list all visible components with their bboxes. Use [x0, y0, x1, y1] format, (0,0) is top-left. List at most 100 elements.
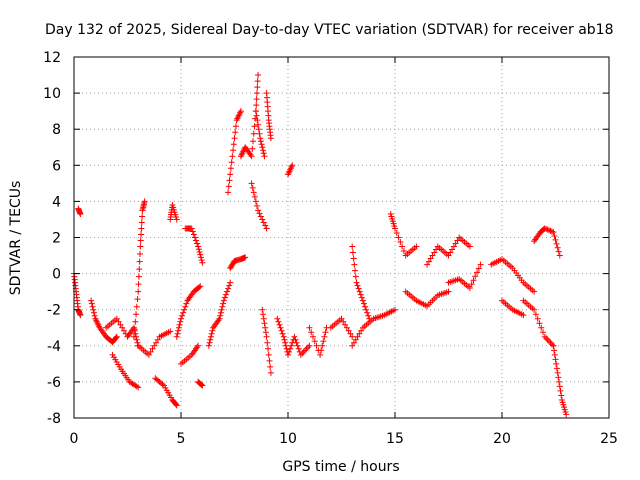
data-point [300, 348, 307, 355]
data-point [224, 288, 231, 295]
data-point [254, 78, 261, 85]
series-s11 [173, 283, 204, 340]
data-point [207, 336, 214, 343]
data-point [352, 273, 359, 280]
y-tick-label: 12 [43, 50, 61, 66]
data-point [113, 334, 120, 341]
data-point [250, 138, 257, 145]
data-point [267, 363, 274, 370]
data-point [318, 347, 325, 354]
data-point [264, 339, 271, 346]
series-s17 [237, 72, 262, 160]
series-s05 [109, 351, 142, 391]
data-point [135, 288, 142, 295]
series-s08 [167, 202, 180, 223]
data-point [278, 327, 285, 334]
data-point [249, 145, 256, 152]
data-point [433, 246, 440, 253]
series-s22 [274, 315, 313, 358]
series-s35 [520, 297, 557, 349]
data-point [424, 261, 431, 268]
data-point [557, 387, 564, 394]
data-point [538, 324, 545, 331]
data-point [182, 303, 189, 310]
data-point [219, 303, 226, 310]
data-point [447, 249, 454, 256]
data-point [259, 216, 266, 223]
x-tick-label: 0 [70, 431, 79, 447]
data-point [397, 239, 404, 246]
data-point [466, 243, 473, 250]
data-point [544, 226, 551, 233]
data-point [216, 315, 223, 322]
data-point [285, 351, 291, 358]
series-s03 [88, 297, 120, 346]
data-point [342, 321, 349, 328]
data-point [248, 180, 255, 187]
data-point [558, 392, 565, 399]
data-point [265, 345, 272, 352]
data-point [195, 342, 202, 349]
data-point [230, 147, 237, 154]
data-point [555, 374, 562, 381]
data-point [227, 171, 234, 178]
data-point [540, 329, 547, 336]
data-point [175, 327, 182, 334]
data-point [180, 309, 187, 316]
data-point [173, 333, 180, 340]
y-tick-label: -8 [47, 411, 61, 427]
data-point [288, 342, 295, 349]
series-s36 [550, 342, 570, 418]
data-point [279, 330, 286, 337]
y-tick-label: 8 [52, 122, 61, 138]
data-point [259, 306, 266, 313]
data-point [133, 311, 140, 318]
data-point [543, 226, 550, 233]
data-point [248, 153, 255, 160]
data-point [199, 259, 206, 266]
data-point [151, 342, 158, 349]
data-point [544, 336, 551, 343]
data-point [275, 318, 282, 325]
data-point [138, 219, 145, 226]
data-point [179, 312, 186, 319]
data-point [350, 255, 357, 262]
data-point [392, 306, 398, 313]
data-point [349, 243, 356, 250]
y-tick-label: 10 [43, 86, 61, 102]
data-point [263, 225, 270, 232]
data-point [220, 297, 227, 304]
data-point [259, 144, 266, 151]
x-tick-label: 25 [600, 431, 618, 447]
data-point [132, 318, 139, 325]
data-point [225, 189, 232, 196]
data-point [205, 342, 212, 349]
data-point [553, 240, 560, 247]
data-point [183, 300, 190, 307]
data-point [137, 243, 144, 250]
data-point [173, 401, 180, 408]
data-point [292, 336, 299, 343]
data-point [556, 378, 563, 385]
data-point [255, 126, 262, 133]
data-point [138, 231, 145, 238]
data-point [281, 336, 288, 343]
data-point [294, 342, 301, 349]
data-point [77, 211, 84, 218]
data-point [267, 369, 274, 376]
data-point [253, 102, 260, 109]
data-point [227, 279, 234, 286]
data-point [253, 202, 260, 209]
data-point [147, 348, 154, 355]
data-point [265, 351, 272, 358]
data-point [176, 321, 183, 328]
series-s21 [259, 306, 274, 376]
data-point [221, 294, 228, 301]
data-point [365, 312, 372, 319]
data-point [363, 306, 370, 313]
data-point [228, 159, 235, 166]
series-s25 [327, 315, 356, 340]
data-point [352, 267, 359, 274]
data-point [113, 333, 120, 340]
